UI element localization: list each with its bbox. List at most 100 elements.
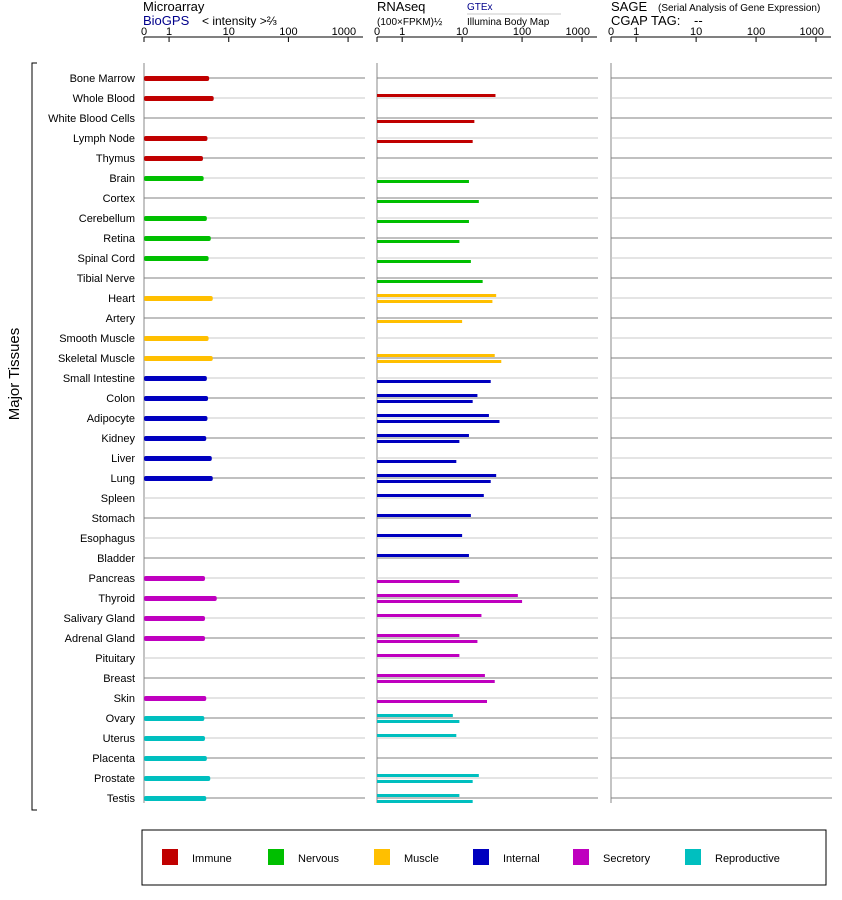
microarray-bar (144, 376, 207, 381)
microarray-bar (144, 76, 210, 81)
rnaseq-gtex-bar (377, 734, 457, 737)
major-tissues-bracket (31, 62, 37, 811)
microarray-bar (144, 216, 207, 221)
rnaseq-title: RNAseq (377, 0, 425, 14)
microarray-bar (144, 176, 204, 181)
tissue-label: Lung (111, 473, 135, 485)
microarray-tick-label-1: 1 (166, 26, 172, 38)
tissue-label: Smooth Muscle (59, 333, 135, 345)
rnaseq-gtex-bar (377, 94, 496, 97)
tissue-label: Cerebellum (79, 213, 135, 225)
rnaseq-bodymap-bar (377, 300, 493, 303)
sage-tick-label-10: 10 (690, 26, 702, 38)
sage-tick-label-100: 100 (747, 26, 765, 38)
rnaseq-tick-label-1000: 1000 (566, 26, 590, 38)
sage-tick-label-1000: 1000 (800, 26, 824, 38)
tissue-label: Spleen (101, 493, 135, 505)
microarray-bar (144, 96, 214, 101)
tissue-label: Bladder (97, 553, 135, 565)
rnaseq-bodymap-bar (377, 220, 469, 223)
legend-swatch-immune (162, 849, 178, 865)
rnaseq-gtex-bar (377, 774, 479, 777)
rnaseq-bodymap-bar (377, 280, 483, 283)
rnaseq-bodymap-bar (377, 580, 460, 583)
tissue-label: Pancreas (89, 573, 136, 585)
legend-label-muscle: Muscle (404, 853, 439, 865)
legend-label-reproductive: Reproductive (715, 853, 780, 865)
legend-label-internal: Internal (503, 853, 540, 865)
tissue-label: White Blood Cells (48, 113, 135, 125)
tissue-label: Tibial Nerve (77, 273, 135, 285)
tissue-label: Heart (108, 293, 135, 305)
rnaseq-gtex-bar (377, 714, 453, 717)
tissue-label: Spinal Cord (78, 253, 135, 265)
microarray-bar (144, 716, 205, 721)
tissue-label: Artery (106, 313, 136, 325)
tissue-label: Ovary (106, 713, 136, 725)
microarray-scale-label: < intensity >⅔ (202, 14, 277, 28)
microarray-bar (144, 596, 217, 601)
tissue-label: Adrenal Gland (65, 633, 135, 645)
microarray-bar (144, 136, 208, 141)
rnaseq-gtex-bar (377, 354, 495, 357)
microarray-bar (144, 696, 207, 701)
tissue-label: Bone Marrow (70, 73, 135, 85)
legend-label-secretory: Secretory (603, 853, 651, 865)
tissue-label: Placenta (92, 753, 136, 765)
rnaseq-bodymap-bar (377, 140, 473, 143)
tissue-label: Colon (106, 393, 135, 405)
rnaseq-bodymap-bar (377, 780, 473, 783)
rnaseq-bodymap-bar (377, 480, 491, 483)
rnaseq-tick-label-1: 1 (399, 26, 405, 38)
rnaseq-gtex-bar (377, 614, 482, 617)
legend-swatch-internal (473, 849, 489, 865)
microarray-tick-label-0: 0 (141, 26, 147, 38)
tissue-label: Skin (114, 693, 135, 705)
gtex-link[interactable]: GTEx (467, 2, 493, 13)
tissue-label: Pituitary (95, 653, 135, 665)
legend-swatch-muscle (374, 849, 390, 865)
major-tissues-label: Major Tissues (6, 328, 23, 421)
rnaseq-gtex-bar (377, 674, 485, 677)
tissue-label: Retina (103, 233, 136, 245)
legend-swatch-reproductive (685, 849, 701, 865)
tissue-label: Salivary Gland (63, 613, 135, 625)
rnaseq-gtex-bar (377, 634, 460, 637)
microarray-bar (144, 576, 205, 581)
biogps-link[interactable]: BioGPS (143, 13, 190, 28)
microarray-bar (144, 636, 205, 641)
microarray-bar (144, 396, 209, 401)
rnaseq-gtex-bar (377, 474, 497, 477)
rnaseq-bodymap-bar (377, 420, 500, 423)
microarray-bar (144, 796, 207, 801)
rnaseq-bodymap-bar (377, 680, 495, 683)
tissue-label: Adipocyte (87, 413, 135, 425)
rnaseq-bodymap-bar (377, 640, 478, 643)
microarray-bar (144, 356, 213, 361)
microarray-bar (144, 156, 203, 161)
microarray-bar (144, 296, 213, 301)
body-map-label: Illumina Body Map (467, 17, 550, 28)
microarray-title: Microarray (143, 0, 205, 14)
tissue-label: Kidney (101, 433, 135, 445)
rnaseq-gtex-bar (377, 494, 484, 497)
rnaseq-gtex-bar (377, 554, 469, 557)
rnaseq-gtex-bar (377, 514, 471, 517)
tissue-label: Esophagus (80, 533, 136, 545)
tissue-label: Skeletal Muscle (58, 353, 135, 365)
legend-label-nervous: Nervous (298, 853, 339, 865)
tissue-label: Uterus (103, 733, 136, 745)
rnaseq-bodymap-bar (377, 120, 475, 123)
tissue-label: Stomach (92, 513, 135, 525)
rnaseq-gtex-bar (377, 394, 478, 397)
microarray-bar (144, 756, 207, 761)
sage-title: SAGE (611, 0, 647, 14)
rnaseq-gtex-bar (377, 294, 497, 297)
tissue-label: Small Intestine (63, 373, 135, 385)
tissue-label: Prostate (94, 773, 135, 785)
rnaseq-bodymap-bar (377, 380, 491, 383)
microarray-bar (144, 416, 208, 421)
rnaseq-bodymap-bar (377, 460, 457, 463)
rnaseq-gtex-bar (377, 594, 518, 597)
